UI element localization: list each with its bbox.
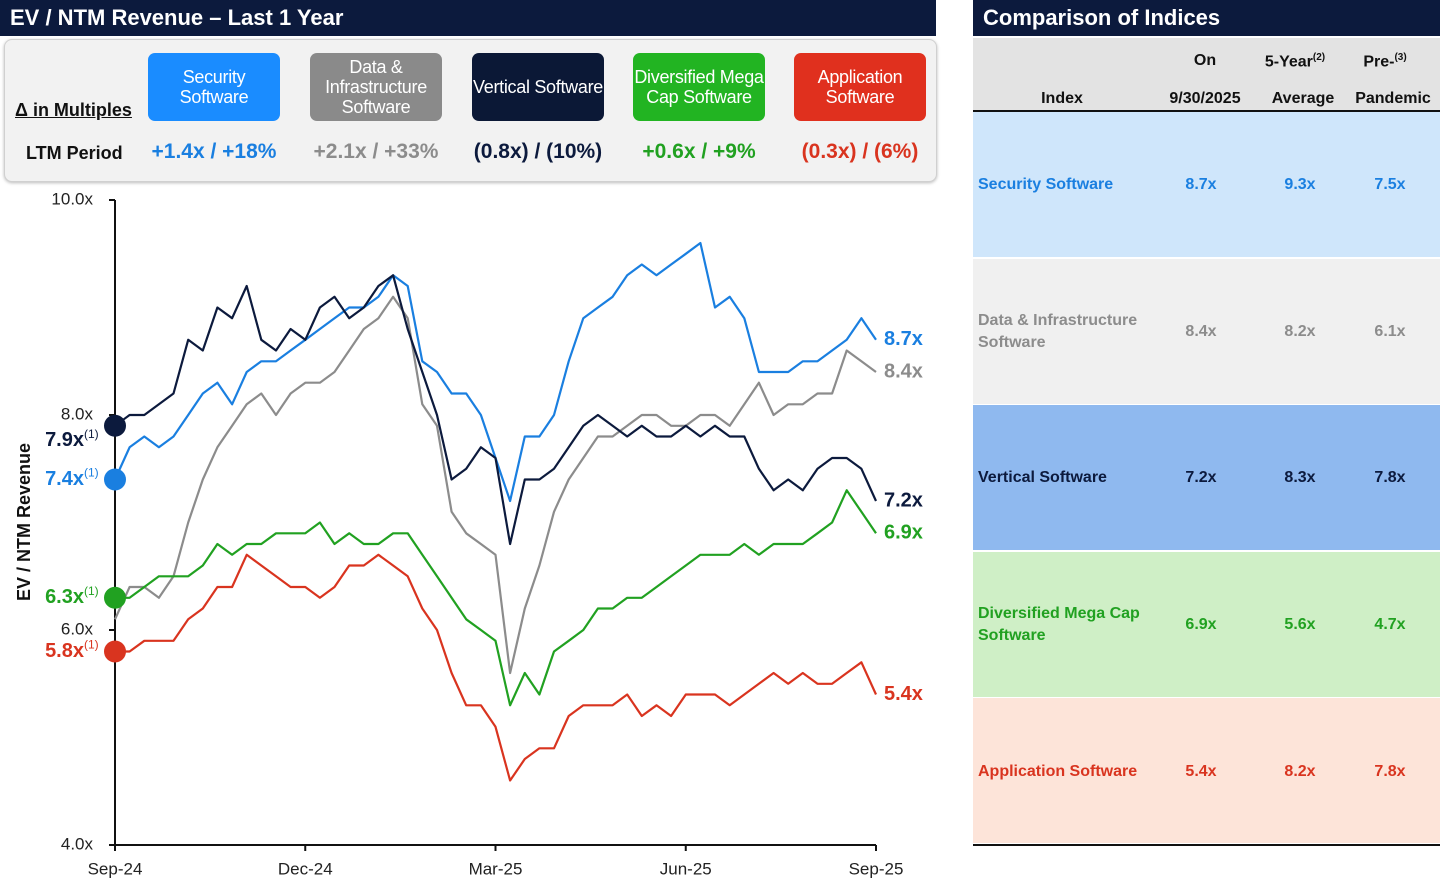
chart: EV / NTM Revenue 4.0x 6.0x 8.0x 10.0x Sep-24…: [14, 189, 923, 878]
series-line: [115, 489, 877, 707]
column-header: Pre-(3): [1363, 52, 1407, 71]
table-row: [973, 698, 1440, 845]
row-value: 6.1x: [1374, 322, 1406, 340]
row-value: 8.3x: [1284, 469, 1316, 487]
end-label: 5.4x: [884, 683, 923, 705]
table-header: [973, 38, 1440, 112]
table-row: [973, 258, 1440, 405]
legend-change: (0.8x) / (10%): [473, 140, 603, 163]
legend-box: Vertical Software: [472, 53, 604, 121]
row-value: 8.4x: [1185, 322, 1217, 340]
row-value: 7.2x: [1185, 469, 1217, 487]
column-header: Average: [1271, 90, 1335, 107]
legend-change: +1.4x / +18%: [151, 140, 277, 163]
column-header: 5-Year(2): [1264, 52, 1326, 71]
column-note: (2): [1312, 52, 1326, 63]
row-value: 8.2x: [1284, 762, 1316, 780]
series-line: [114, 274, 878, 546]
table-row: [973, 405, 1440, 552]
start-label: 7.9x: [45, 429, 84, 451]
end-label: 8.4x: [884, 360, 923, 382]
row-value: 4.7x: [1374, 616, 1406, 634]
chart-title: EV / NTM Revenue – Last 1 Year: [0, 0, 936, 36]
legend-box: Diversified Mega Cap Software: [633, 53, 765, 121]
start-note: (1): [84, 638, 99, 652]
legend-change: +2.1x / +33%: [313, 140, 439, 163]
x-tick-label: Mar-25: [469, 859, 523, 878]
y-axis-label: EV / NTM Revenue: [14, 443, 34, 601]
legend-change: +0.6x / +9%: [642, 140, 756, 163]
table-row: [973, 112, 1440, 259]
table-bottom-rule: [973, 844, 1440, 846]
x-tick-label: Jun-25: [660, 859, 712, 878]
start-label: 7.4x: [45, 468, 84, 490]
column-note: (3): [1394, 52, 1407, 63]
x-tick-label: Dec-24: [278, 859, 333, 878]
legend-box: Application Software: [794, 53, 926, 121]
table-title: Comparison of Indices: [973, 0, 1440, 36]
column-header: Pandemic: [1355, 90, 1431, 107]
end-label: 6.9x: [884, 522, 923, 544]
row-value: 8.2x: [1284, 322, 1316, 340]
start-label: 5.8x: [45, 640, 84, 662]
y-tick-label: 6.0x: [61, 619, 94, 638]
change-heading: Δ in Multiples: [15, 100, 132, 120]
row-name: Application Software: [978, 762, 1138, 780]
row-value: 5.6x: [1284, 616, 1316, 634]
start-marker: [104, 586, 126, 609]
x-tick-label: Sep-25: [849, 859, 904, 878]
start-marker: [104, 468, 126, 491]
start-marker: [104, 640, 126, 663]
y-tick-label: 4.0x: [61, 834, 94, 853]
start-note: (1): [84, 466, 99, 480]
legend-change: (0.3x) / (6%): [801, 140, 919, 163]
start-note: (1): [84, 427, 99, 441]
row-name: Diversified Mega Cap Software: [978, 605, 1140, 645]
row-name: Security Software: [978, 176, 1114, 194]
x-tick-label: Sep-24: [88, 859, 143, 878]
legend-box: Data & Infrastructure Software: [310, 53, 442, 121]
column-header: 9/30/2025: [1169, 90, 1241, 107]
row-value: 7.5x: [1374, 176, 1406, 194]
start-label: 6.3x: [45, 586, 84, 608]
row-name: Vertical Software: [978, 469, 1107, 487]
series-line: [113, 295, 877, 675]
column-header: Index: [1041, 90, 1083, 107]
legend-box: Security Software: [148, 53, 280, 121]
row-value: 7.8x: [1374, 469, 1406, 487]
row-value: 5.4x: [1185, 762, 1217, 780]
table-row: [973, 551, 1440, 698]
y-tick-label: 10.0x: [51, 189, 93, 208]
row-value: 9.3x: [1284, 176, 1316, 194]
end-label: 7.2x: [884, 489, 923, 511]
row-value: 6.9x: [1185, 616, 1217, 634]
row-value: 7.8x: [1374, 762, 1406, 780]
start-note: (1): [84, 584, 99, 598]
start-marker: [104, 414, 126, 437]
series-line: [115, 553, 878, 782]
row-value: 8.7x: [1185, 176, 1217, 194]
column-header: On: [1193, 52, 1217, 69]
row-name: Data & Infrastructure Software: [978, 311, 1138, 351]
end-label: 8.7x: [884, 328, 923, 350]
y-tick-label: 8.0x: [61, 404, 94, 423]
period-label: LTM Period: [26, 143, 123, 163]
